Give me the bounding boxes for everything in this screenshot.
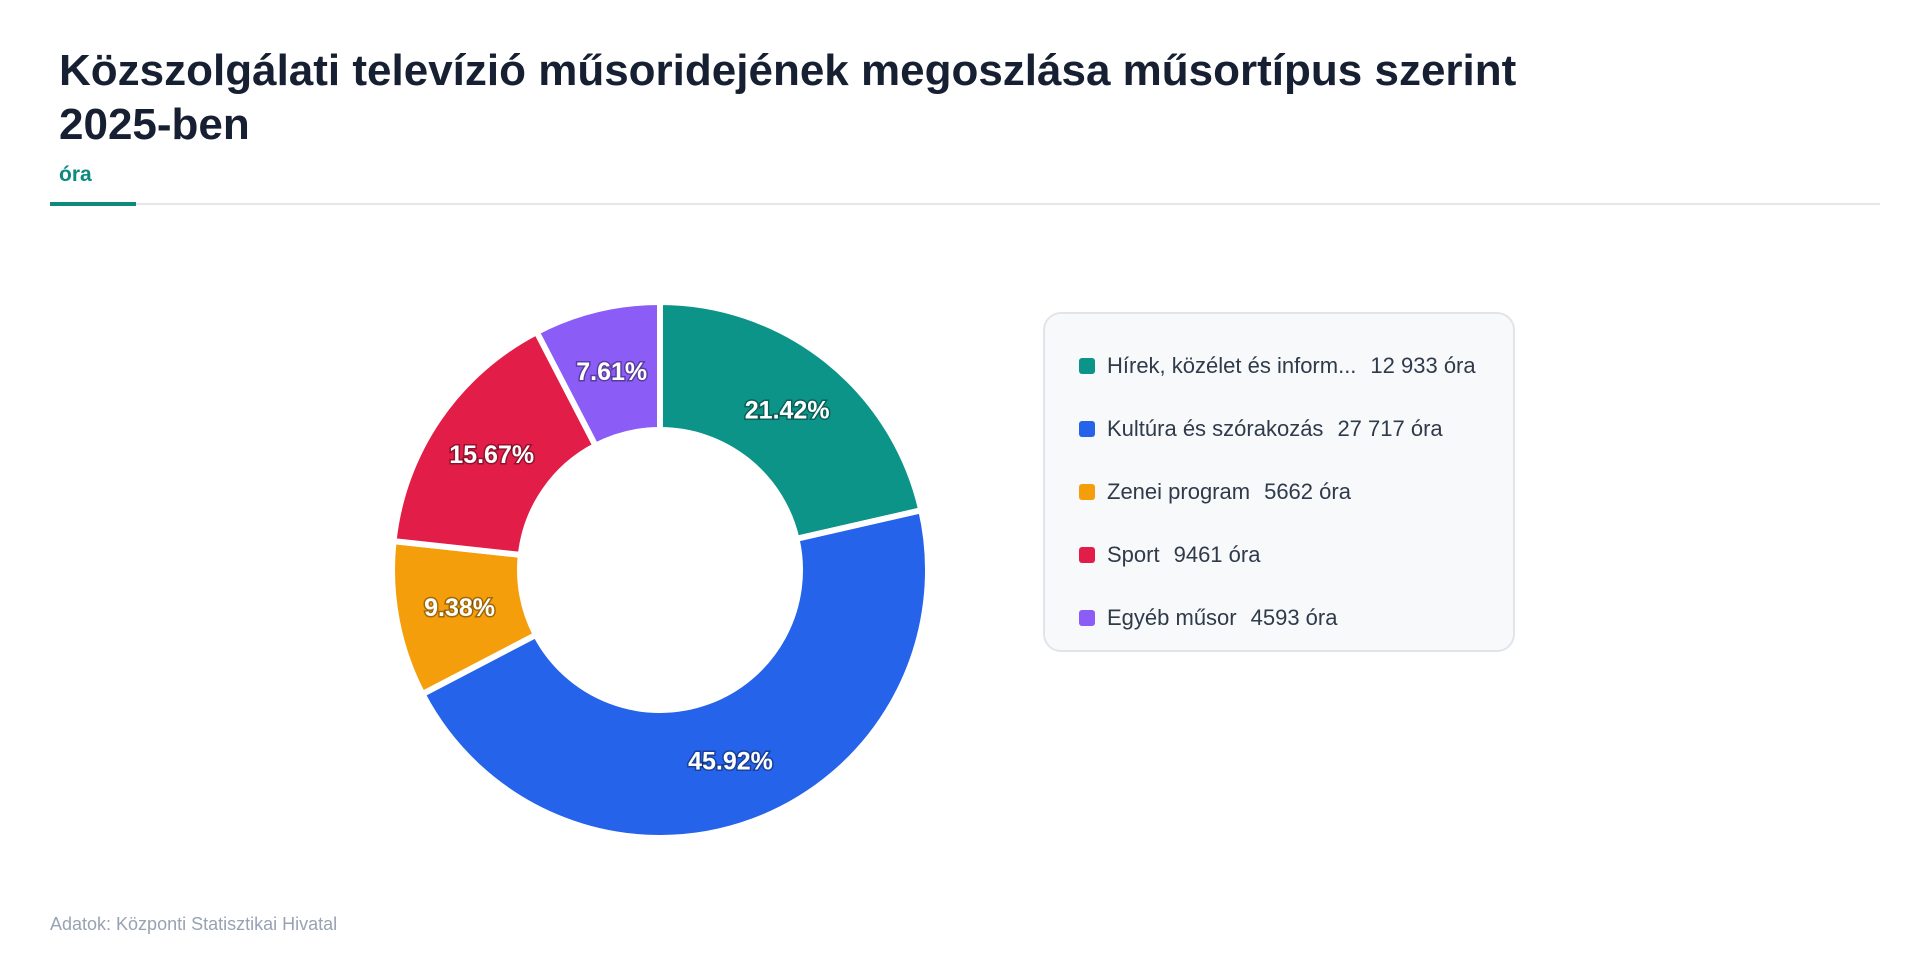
legend-item: Kultúra és szórakozás 27 717 óra bbox=[1079, 397, 1483, 460]
legend-label: Kultúra és szórakozás bbox=[1107, 415, 1324, 441]
legend-swatch bbox=[1079, 420, 1095, 437]
legend-item: Hírek, közélet és inform... 12 933 óra bbox=[1079, 334, 1483, 397]
slice-percent-label: 9.38% bbox=[424, 594, 495, 622]
chart-subtitle: óra bbox=[59, 163, 92, 186]
donut-slice bbox=[657, 299, 925, 542]
legend-value: 5662 óra bbox=[1264, 478, 1351, 504]
legend-swatch bbox=[1079, 357, 1095, 374]
slice-percent-label: 45.92% bbox=[688, 747, 773, 775]
legend-item: Egyéb műsor 4593 óra bbox=[1079, 586, 1483, 649]
data-source-note: Adatok: Központi Statisztikai Hivatal bbox=[50, 914, 338, 934]
legend-label: Sport bbox=[1107, 541, 1160, 567]
legend-label: Hírek, közélet és inform... bbox=[1107, 352, 1357, 378]
chart-title: Közszolgálati televízió műsoridejének me… bbox=[59, 46, 1517, 149]
header-divider-accent bbox=[50, 202, 136, 206]
slice-percent-label: 15.67% bbox=[449, 441, 534, 469]
legend-item: Sport 9461 óra bbox=[1079, 523, 1483, 586]
legend-value: 9461 óra bbox=[1173, 541, 1261, 567]
slice-percent-label: 7.61% bbox=[576, 358, 647, 386]
slice-percent-label: 21.42% bbox=[745, 396, 830, 424]
donut-chart: 21.42% 45.92% 9.38% 15.67% 7.61% bbox=[389, 299, 931, 841]
donut-slice bbox=[419, 507, 931, 841]
legend-value: 4593 óra bbox=[1250, 604, 1338, 630]
donut-slice bbox=[533, 299, 664, 449]
legend-swatch bbox=[1079, 483, 1095, 500]
legend-label: Zenei program bbox=[1107, 478, 1251, 504]
legend-value: 27 717 óra bbox=[1337, 415, 1443, 441]
legend-swatch bbox=[1079, 546, 1095, 563]
legend-value: 12 933 óra bbox=[1370, 352, 1476, 378]
chart-legend: Hírek, közélet és inform... 12 933 óra Kul… bbox=[1043, 312, 1515, 652]
donut-slice bbox=[390, 329, 599, 558]
header-divider bbox=[50, 203, 1880, 205]
legend-label: Egyéb műsor bbox=[1107, 604, 1237, 630]
legend-swatch bbox=[1079, 609, 1095, 626]
legend-item: Zenei program 5662 óra bbox=[1079, 460, 1483, 523]
